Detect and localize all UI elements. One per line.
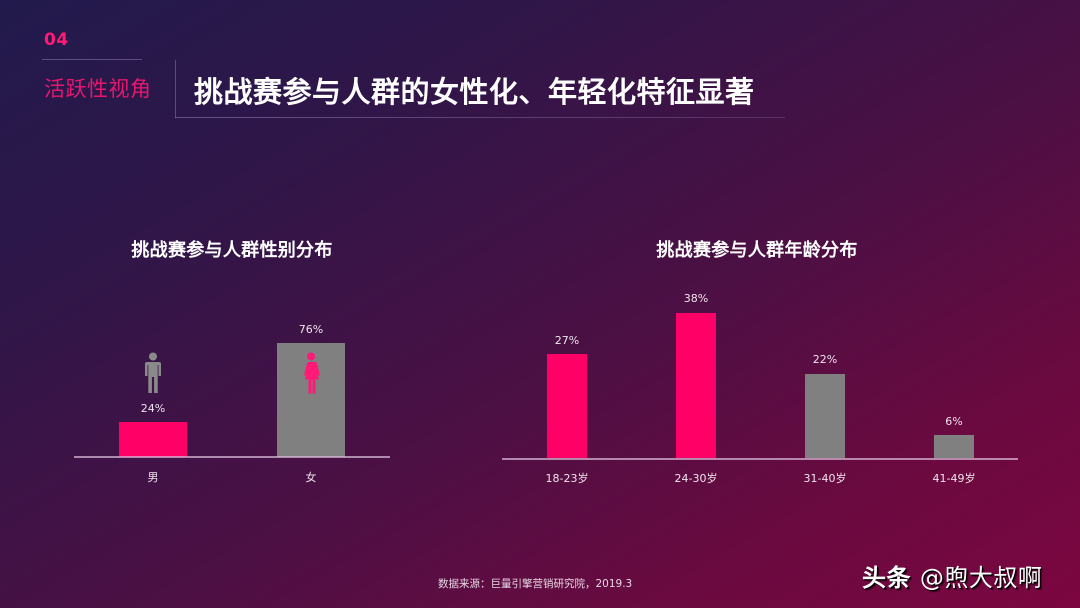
data-source-note: 数据来源：巨量引擎营销研究院，2019.3 bbox=[438, 578, 633, 590]
watermark-brand: 头条 bbox=[862, 564, 911, 592]
page-title: 挑战赛参与人群的女性化、年轻化特征显著 bbox=[194, 75, 755, 109]
age-chart-axis bbox=[502, 458, 1018, 460]
bar-male bbox=[119, 422, 187, 457]
bar-age-41-49 bbox=[934, 435, 974, 458]
watermark-handle: @煦大叔啊 bbox=[919, 564, 1043, 592]
gender-chart: 挑战赛参与人群性别分布 24% 男 76% 女 bbox=[74, 240, 390, 484]
bar-age-24-30 bbox=[676, 313, 716, 458]
category-label-age-24-30: 24-30岁 bbox=[674, 472, 718, 485]
section-number: 04 bbox=[44, 30, 69, 50]
value-label-age-24-30: 38% bbox=[683, 292, 709, 305]
bar-age-18-23 bbox=[547, 354, 587, 458]
section-label: 活跃性视角 bbox=[44, 77, 152, 101]
male-person-icon bbox=[145, 352, 161, 393]
watermark: 头条 @煦大叔啊 bbox=[862, 558, 1042, 593]
gender-chart-axis bbox=[74, 456, 390, 458]
female-person-icon bbox=[304, 352, 320, 394]
value-label-age-41-49: 6% bbox=[945, 415, 963, 428]
value-label-age-31-40: 22% bbox=[812, 353, 838, 366]
title-vertical-divider bbox=[175, 60, 176, 118]
category-label-male: 男 bbox=[147, 471, 159, 484]
value-label-female: 76% bbox=[298, 323, 324, 336]
gender-chart-title: 挑战赛参与人群性别分布 bbox=[131, 240, 333, 261]
section-divider bbox=[42, 59, 142, 60]
category-label-female: 女 bbox=[305, 471, 317, 484]
value-label-male: 24% bbox=[140, 402, 166, 415]
age-chart-title: 挑战赛参与人群年龄分布 bbox=[656, 240, 858, 261]
title-underline bbox=[175, 117, 785, 118]
bar-age-31-40 bbox=[805, 374, 845, 458]
category-label-age-31-40: 31-40岁 bbox=[803, 472, 847, 485]
category-label-age-41-49: 41-49岁 bbox=[932, 472, 976, 485]
